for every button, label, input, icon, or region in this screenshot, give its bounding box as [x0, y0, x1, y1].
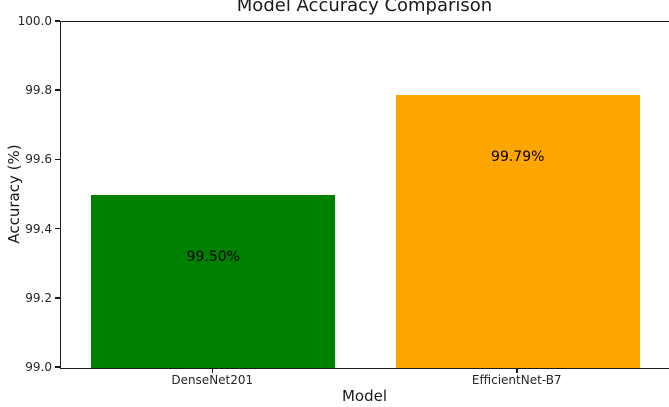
y-tick-label: 99.6 [25, 152, 52, 167]
y-tick-mark [55, 227, 60, 230]
y-tick-mark [55, 89, 60, 91]
x-tick-mark [211, 368, 213, 373]
y-tick-label: 99.4 [25, 221, 52, 236]
y-tick-label: 99.2 [25, 290, 52, 305]
y-tick-mark [55, 20, 60, 22]
bar-densenet201: 99.50% [91, 195, 336, 368]
x-tick-label: DenseNet201 [171, 373, 254, 387]
y-tick-label: 99.0 [25, 360, 52, 374]
y-tick-mark [55, 297, 60, 299]
x-axis-label: Model [341, 387, 388, 405]
bar-value-label: 99.79% [491, 148, 545, 165]
y-tick-label: 100.0 [17, 14, 52, 28]
plot-area: 99.50% 99.79% [60, 21, 669, 369]
x-tick-label: EfficientNet-B7 [471, 373, 562, 387]
y-tick-mark [55, 158, 60, 161]
bar-value-label: 99.50% [186, 249, 240, 265]
y-tick-label: 99.8 [25, 83, 52, 98]
bar-efficientnet-b7: 99.79% [395, 94, 640, 368]
y-tick-mark [55, 366, 60, 368]
x-tick-mark [516, 368, 518, 373]
chart-title: Model Accuracy Comparison [236, 0, 493, 16]
